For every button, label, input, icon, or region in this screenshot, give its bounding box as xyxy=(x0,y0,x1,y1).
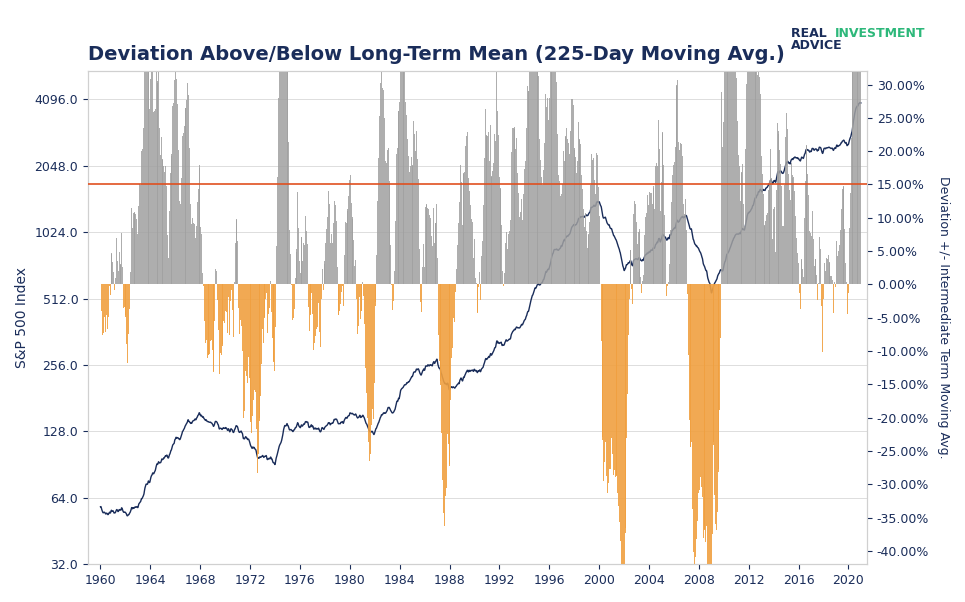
Y-axis label: Deviation +/- Intermediate Term Moving Avg.: Deviation +/- Intermediate Term Moving A… xyxy=(937,176,950,459)
Text: Deviation Above/Below Long-Term Mean (225-Day Moving Avg.): Deviation Above/Below Long-Term Mean (22… xyxy=(88,45,785,64)
Y-axis label: S&P 500 Index: S&P 500 Index xyxy=(15,267,29,368)
Text: INVESTMENT: INVESTMENT xyxy=(835,27,925,40)
Text: ADVICE: ADVICE xyxy=(791,39,842,52)
Text: REAL: REAL xyxy=(791,27,832,40)
